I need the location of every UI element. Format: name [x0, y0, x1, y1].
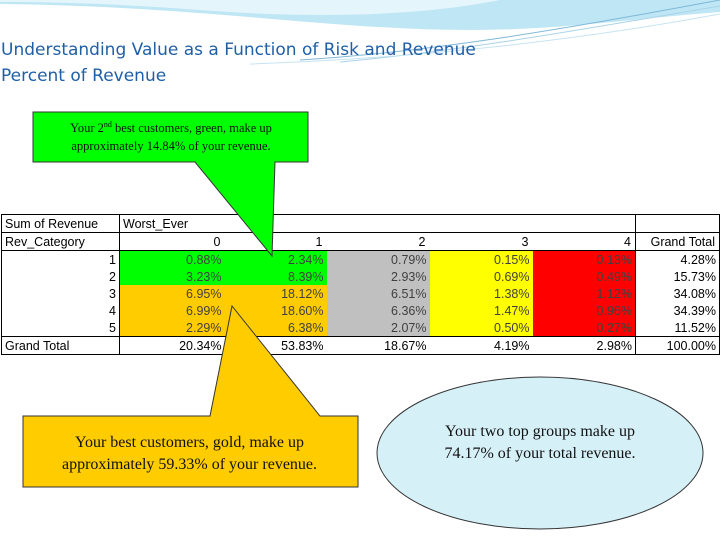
row-total-cell: 15.73%: [635, 268, 720, 285]
header-swoosh-decoration: [0, 0, 720, 65]
table-cell: 18.60%: [224, 302, 327, 319]
total-cell: 20.34%: [119, 336, 225, 355]
column-header: 0: [119, 232, 225, 251]
table-cell: 0.88%: [119, 250, 225, 268]
table-cell: 1.47%: [429, 302, 533, 319]
table-row: 2 3.23% 8.39% 2.93% 0.69% 0.49% 15.73%: [1, 268, 720, 285]
total-cell: 4.19%: [429, 336, 533, 355]
table-cell: 0.49%: [532, 268, 636, 285]
table-cell: 0.13%: [532, 250, 636, 268]
gold-callout-box: [22, 304, 359, 488]
slide-subtitle: Percent of Revenue: [1, 66, 167, 86]
row-field-label: Rev_Category: [1, 232, 120, 251]
column-header: Grand Total: [635, 232, 720, 251]
green-callout-text: Your 2nd best customers, green, make up …: [70, 120, 272, 154]
table-row: 1 0.88% 2.34% 0.79% 0.15% 0.13% 4.28%: [1, 250, 720, 268]
row-total-cell: 34.39%: [635, 302, 720, 319]
table-cell: 2.34%: [224, 250, 327, 268]
total-cell: 18.67%: [326, 336, 430, 355]
table-cell: 2.93%: [326, 268, 430, 285]
row-total-cell: 34.08%: [635, 285, 720, 302]
table-cell: 0.27%: [532, 319, 636, 337]
green-callout-box: [32, 111, 309, 258]
table-cell: 6.36%: [326, 302, 430, 319]
table-header-row-2: Rev_Category 0 1 2 3 4 Grand Total: [1, 232, 720, 251]
table-cell: 0.79%: [326, 250, 430, 268]
table-cell: 6.51%: [326, 285, 430, 302]
pivot-field-label: Worst_Ever: [119, 214, 225, 233]
row-total-cell: 4.28%: [635, 250, 720, 268]
table-cell: 3.23%: [119, 268, 225, 285]
table-row: 4 6.99% 18.60% 6.36% 1.47% 0.96% 34.39%: [1, 302, 720, 319]
blue-callout-text: Your two top groups make up 74.17% of yo…: [444, 423, 636, 462]
table-cell: 1.38%: [429, 285, 533, 302]
table-cell: 6.95%: [119, 285, 225, 302]
table-cell: 8.39%: [224, 268, 327, 285]
slide-title: Understanding Value as a Function of Ris…: [1, 40, 476, 60]
grand-total-row: Grand Total 20.34% 53.83% 18.67% 4.19% 2…: [1, 336, 720, 355]
table-cell: 6.99%: [119, 302, 225, 319]
table-cell: 0.69%: [429, 268, 533, 285]
row-total-cell: 11.52%: [635, 319, 720, 337]
table-row: 5 2.29% 6.38% 2.07% 0.50% 0.27% 11.52%: [1, 319, 720, 337]
column-header: 2: [326, 232, 430, 251]
table-cell: 2.07%: [326, 319, 430, 337]
table-cell: 1.12%: [532, 285, 636, 302]
revenue-pivot-table: Sum of Revenue Worst_Ever Rev_Category 0…: [1, 214, 720, 355]
table-header-row-1: Sum of Revenue Worst_Ever: [1, 214, 720, 233]
column-header: 1: [224, 232, 327, 251]
table-cell: 18.12%: [224, 285, 327, 302]
table-cell: 0.96%: [532, 302, 636, 319]
table-cell: 0.15%: [429, 250, 533, 268]
gold-callout-text: Your best customers, gold, make up appro…: [61, 434, 318, 473]
table-cell: 2.29%: [119, 319, 225, 337]
column-header: 3: [429, 232, 533, 251]
table-cell: 0.50%: [429, 319, 533, 337]
table-row: 3 6.95% 18.12% 6.51% 1.38% 1.12% 34.08%: [1, 285, 720, 302]
blue-ellipse-callout: [376, 376, 704, 530]
grand-total-cell: 100.00%: [635, 336, 720, 355]
